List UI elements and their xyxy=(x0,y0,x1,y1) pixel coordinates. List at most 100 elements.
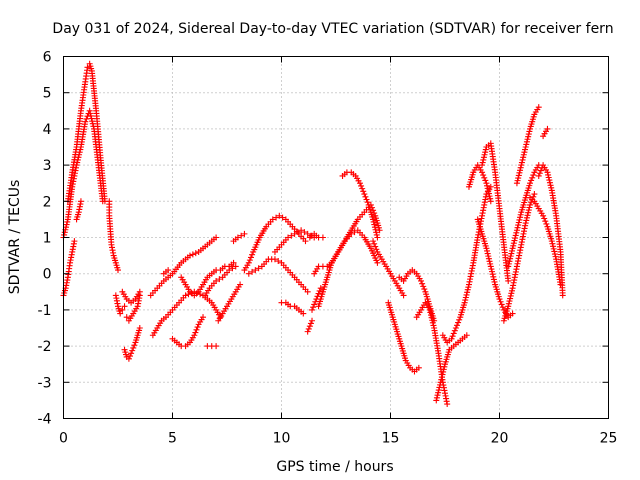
data-point xyxy=(64,218,71,225)
data-point xyxy=(136,325,143,331)
data-point xyxy=(530,193,537,200)
data-point xyxy=(117,310,124,317)
data-point xyxy=(213,234,220,241)
data-point xyxy=(543,220,550,227)
data-point xyxy=(370,218,377,225)
data-point xyxy=(535,172,542,179)
data-point xyxy=(518,162,525,169)
data-point xyxy=(515,222,522,229)
data-point xyxy=(526,128,533,135)
data-point xyxy=(356,180,363,187)
data-point xyxy=(279,214,286,221)
data-point xyxy=(487,260,494,267)
data-point xyxy=(508,290,515,297)
data-point xyxy=(517,164,524,171)
data-point xyxy=(537,167,544,174)
data-point xyxy=(370,238,377,245)
data-point xyxy=(269,216,276,223)
data-point xyxy=(535,104,542,111)
data-point xyxy=(526,204,533,211)
data-point xyxy=(517,211,524,218)
x-axis-label: GPS time / hours xyxy=(276,459,393,475)
data-point xyxy=(61,229,68,236)
x-tick-label: 15 xyxy=(382,431,400,447)
data-point xyxy=(301,229,308,236)
y-axis-label: SDTVAR / TECUs xyxy=(7,180,23,295)
data-point xyxy=(241,230,248,237)
data-point xyxy=(525,209,532,216)
data-point xyxy=(285,234,292,241)
data-point xyxy=(505,300,512,307)
data-point xyxy=(429,317,436,324)
data-point xyxy=(463,291,470,298)
data-point xyxy=(298,227,305,234)
data-point xyxy=(549,240,556,247)
data-point xyxy=(440,366,447,373)
data-point xyxy=(129,347,136,354)
data-point xyxy=(130,344,137,351)
data-point xyxy=(358,182,365,189)
data-point xyxy=(514,224,521,231)
data-point xyxy=(216,276,223,283)
data-point xyxy=(507,253,514,260)
data-point xyxy=(427,309,434,316)
data-point xyxy=(302,238,309,245)
data-point xyxy=(515,175,522,182)
data-point xyxy=(515,172,522,179)
data-point xyxy=(305,325,312,332)
x-tick-label: 10 xyxy=(273,431,291,447)
data-point xyxy=(276,212,283,219)
data-point xyxy=(529,174,536,181)
data-point xyxy=(521,149,528,156)
data-point xyxy=(316,287,323,294)
data-point xyxy=(306,323,313,330)
data-point xyxy=(421,286,428,293)
data-point xyxy=(551,251,558,258)
data-point xyxy=(191,332,198,339)
data-point xyxy=(528,177,535,184)
data-point xyxy=(545,174,552,181)
data-point xyxy=(372,243,379,250)
y-tick-label: -3 xyxy=(38,375,52,391)
data-point xyxy=(518,159,525,166)
data-point xyxy=(486,193,493,200)
data-point xyxy=(463,332,470,339)
data-point xyxy=(361,191,368,198)
data-point xyxy=(441,363,448,370)
data-point xyxy=(505,263,512,270)
data-point xyxy=(71,238,78,245)
data-point xyxy=(508,247,515,254)
data-point xyxy=(315,290,322,297)
data-point xyxy=(480,154,487,161)
data-point xyxy=(136,288,143,295)
data-point xyxy=(452,325,459,331)
data-point xyxy=(374,234,381,241)
y-tick-label: 0 xyxy=(43,267,52,283)
data-point xyxy=(437,379,444,386)
data-point xyxy=(482,146,489,153)
data-point xyxy=(505,277,512,284)
y-tick-label: 5 xyxy=(43,86,52,102)
data-point xyxy=(548,238,555,245)
data-point xyxy=(374,259,381,266)
data-point xyxy=(234,234,241,241)
data-point xyxy=(546,177,553,184)
data-point xyxy=(372,226,379,233)
y-tick-label: 1 xyxy=(43,231,52,247)
axis-ticks xyxy=(63,56,609,419)
data-point xyxy=(487,183,494,190)
x-tick-label: 20 xyxy=(491,431,509,447)
data-point xyxy=(527,201,534,208)
data-point xyxy=(121,303,128,310)
data-point xyxy=(88,115,95,122)
data-point xyxy=(362,193,369,200)
data-point xyxy=(371,224,378,231)
data-point xyxy=(462,294,469,301)
data-point xyxy=(498,301,505,308)
data-point xyxy=(438,374,445,381)
data-point xyxy=(77,198,84,205)
data-point xyxy=(485,253,492,260)
data-point xyxy=(213,343,220,350)
data-point xyxy=(522,220,529,227)
data-point xyxy=(482,177,489,184)
